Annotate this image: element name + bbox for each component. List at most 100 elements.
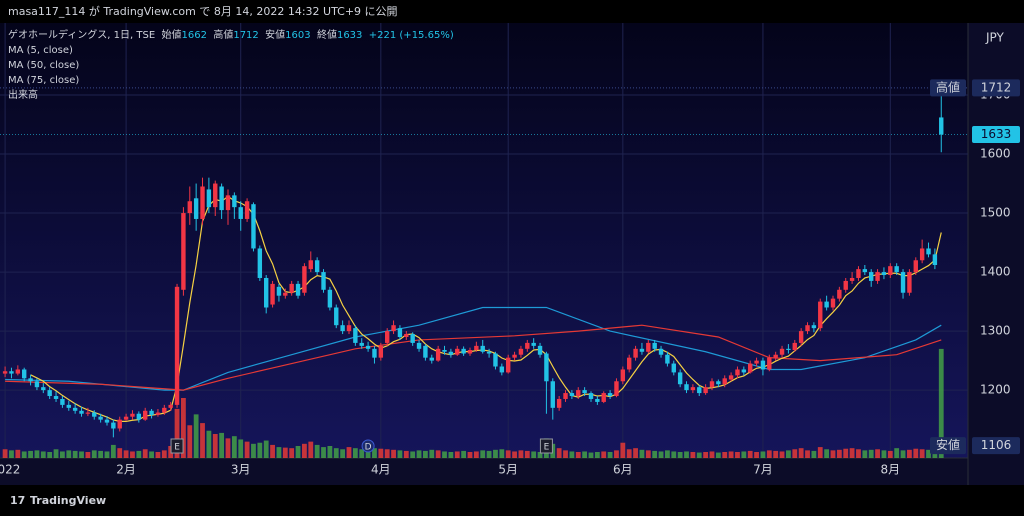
candle-body: [671, 363, 676, 373]
candle-body: [238, 207, 243, 219]
volume-bar: [728, 451, 734, 458]
ma-line: [30, 195, 942, 423]
candle-body: [646, 342, 651, 352]
high-price-box: [972, 79, 1020, 97]
volume-bar: [512, 451, 517, 458]
candle-body: [410, 334, 415, 343]
volume-bar: [257, 442, 263, 458]
currency: JPY: [985, 31, 1005, 45]
volume-bar: [276, 447, 282, 458]
legend-entry: 出来高: [8, 90, 38, 101]
y-tick-label: 1200: [980, 383, 1011, 397]
candle-body: [391, 325, 396, 332]
candle-body: [416, 342, 422, 349]
candle-body: [9, 371, 14, 374]
candle-body: [480, 345, 485, 352]
candle-body: [174, 286, 180, 405]
volume-bar: [110, 444, 116, 458]
candle-body: [130, 413, 135, 417]
volume-bar: [378, 448, 384, 458]
volume-bar: [365, 450, 371, 458]
volume-bar: [34, 450, 40, 458]
candle-body: [837, 289, 842, 299]
candle-body: [843, 280, 848, 290]
volume-bar: [639, 449, 645, 458]
volume-bar: [403, 450, 409, 458]
volume-bar: [913, 448, 919, 458]
candle-body: [748, 363, 753, 373]
volume-bar: [594, 452, 600, 458]
event-marker: [361, 439, 375, 453]
volume-bar: [416, 450, 422, 458]
candle-body: [919, 248, 925, 261]
volume-bar: [359, 449, 365, 458]
legend-row: MA (75, close): [8, 73, 454, 88]
volume-bar: [766, 450, 772, 458]
high-label: 高値: [213, 30, 234, 41]
legend-row: 出来高: [8, 88, 454, 103]
candle-body: [149, 410, 154, 415]
candle-body: [66, 404, 71, 408]
volume-bar: [754, 452, 759, 458]
candle-body: [219, 186, 224, 211]
candle-body: [257, 248, 263, 278]
candle-body: [53, 396, 59, 399]
volume-bar: [537, 452, 543, 458]
volume-bar: [282, 447, 288, 458]
volume-bar: [843, 448, 849, 458]
candle-body: [22, 369, 27, 379]
x-tick-label: 7月: [753, 463, 773, 477]
candle-body: [779, 348, 785, 355]
candle-body: [697, 387, 702, 394]
volume-bar: [91, 450, 97, 458]
candle-body: [365, 345, 371, 349]
volume-bar: [149, 451, 154, 458]
volume-bar: [327, 446, 333, 458]
volume-bar: [665, 450, 670, 458]
volume-bar: [735, 452, 740, 458]
candle-body: [665, 354, 670, 364]
volume-bar: [900, 450, 906, 458]
volume-bar: [614, 450, 619, 458]
candle-body: [888, 266, 893, 276]
volume-bar: [798, 448, 804, 458]
candle-body: [143, 410, 148, 420]
candle-body: [28, 378, 33, 382]
candle-body: [461, 348, 466, 354]
volume-bar: [875, 449, 880, 458]
volume-bar: [862, 450, 868, 458]
volume-bar: [321, 447, 326, 458]
candle-body: [582, 390, 587, 394]
candle-body: [448, 351, 454, 355]
candle-body: [913, 260, 918, 273]
candle-body: [849, 277, 855, 281]
volume-bar: [136, 450, 142, 458]
volume-bar: [907, 449, 912, 458]
candle-body: [607, 393, 613, 397]
candle-body: [830, 298, 836, 308]
candle-body: [72, 407, 78, 411]
candle-body: [805, 325, 810, 332]
volume-bar: [741, 451, 747, 458]
low-flag: 安値: [936, 437, 960, 452]
high-flag: 高値: [936, 79, 960, 94]
volume-bar: [684, 451, 689, 458]
candle-body: [104, 419, 110, 423]
candle-body: [588, 393, 594, 399]
volume-bar: [645, 450, 651, 458]
candle-body: [295, 283, 301, 296]
volume-bar: [295, 446, 301, 458]
volume-bar: [696, 452, 702, 458]
candle-body: [550, 381, 555, 408]
high-flag-box: [930, 79, 966, 97]
candle-body: [627, 357, 632, 370]
candle-body: [658, 348, 664, 355]
event-marker: [170, 438, 184, 454]
symbol-title: ゲオホールディングス, 1日, TSE: [8, 30, 156, 41]
candle-body: [544, 353, 549, 382]
candle-body: [926, 248, 931, 255]
volume-bar: [467, 452, 473, 458]
volume-bar: [690, 452, 696, 458]
candle-body: [276, 286, 282, 296]
publish-text: masa117_114 が TradingView.com で 8月 14, 2…: [8, 5, 398, 18]
